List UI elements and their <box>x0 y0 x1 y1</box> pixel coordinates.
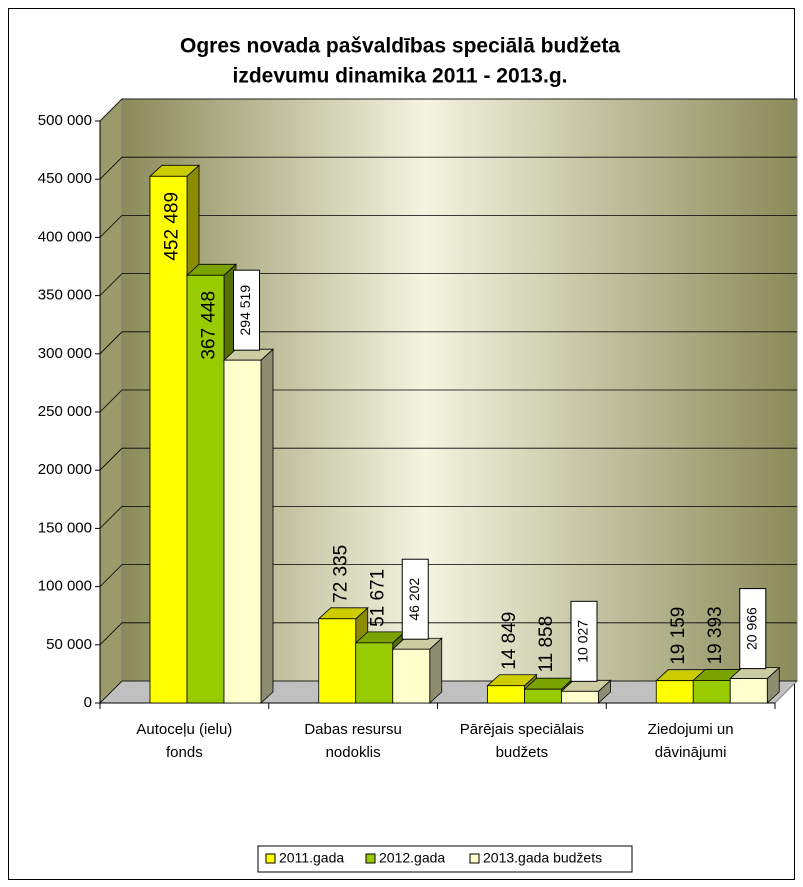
value-label: 46 202 <box>406 578 422 621</box>
y-tick-label: 450 000 <box>38 170 92 187</box>
bar <box>729 678 768 704</box>
x-tick-label: nodoklis <box>326 744 381 761</box>
bar <box>487 685 525 704</box>
bar <box>392 648 431 704</box>
x-tick-label: budžets <box>496 744 549 761</box>
value-label: 51 671 <box>367 569 388 627</box>
x-tick-label: Ziedojumi un <box>648 721 734 738</box>
y-tick-label: 150 000 <box>38 519 92 536</box>
legend-swatch <box>469 853 480 864</box>
legend-label: 2012.gada <box>379 850 445 866</box>
value-label: 10 027 <box>575 620 591 663</box>
value-label-box <box>739 588 767 670</box>
value-label: 294 519 <box>237 285 253 336</box>
bar <box>692 680 731 704</box>
bar <box>524 688 562 704</box>
legend-swatch <box>365 853 376 864</box>
bar <box>318 618 357 704</box>
grid-line <box>99 447 797 471</box>
x-tick-label: Autoceļu (ielu) <box>136 721 232 738</box>
grid-line <box>99 564 797 587</box>
bar <box>223 359 262 704</box>
y-tick-label: 100 000 <box>38 578 92 595</box>
legend-label: 2011.gada <box>279 850 344 866</box>
value-label: 19 393 <box>705 606 726 664</box>
bar <box>655 680 694 704</box>
grid-line <box>99 98 797 122</box>
legend-swatch <box>265 853 276 864</box>
bar <box>355 642 394 704</box>
y-tick-label: 250 000 <box>38 403 92 420</box>
grid-line <box>99 214 797 238</box>
value-label-box <box>570 600 598 682</box>
legend-label: 2013.gada budžets <box>483 850 602 866</box>
chart-title: izdevumu dinamika 2011 - 2013.g. <box>233 65 568 88</box>
x-tick-label: fonds <box>166 744 203 761</box>
legend <box>257 845 633 873</box>
chart-title: Ogres novada pašvaldības speciālā budžet… <box>180 35 620 58</box>
bar <box>561 690 599 704</box>
y-tick-label: 50 000 <box>46 636 92 653</box>
bar-side <box>260 348 274 704</box>
y-tick-label: 400 000 <box>38 228 92 245</box>
value-label: 19 159 <box>668 607 689 665</box>
y-tick-label: 500 000 <box>38 112 92 129</box>
grid-line <box>99 331 797 355</box>
y-tick-label: 300 000 <box>38 345 92 362</box>
grid-line <box>99 156 797 180</box>
value-label-box <box>401 558 429 640</box>
x-tick-label: Dabas resursu <box>304 721 402 738</box>
y-tick-label: 0 <box>84 694 92 711</box>
x-tick-label: dāvinājumi <box>655 744 727 761</box>
y-tick-label: 350 000 <box>38 287 92 304</box>
value-label: 14 849 <box>499 612 520 670</box>
bar <box>186 274 225 704</box>
value-label: 72 335 <box>330 545 351 603</box>
grid-line <box>99 505 797 529</box>
bar <box>149 175 188 704</box>
grid-line <box>99 273 797 296</box>
value-label: 11 858 <box>536 616 557 673</box>
grid-line <box>99 389 797 413</box>
y-tick-label: 200 000 <box>38 461 92 478</box>
value-label: 20 966 <box>743 607 759 650</box>
value-label: 367 448 <box>199 291 220 360</box>
x-tick-label: Pārējais speciālais <box>460 721 584 738</box>
value-label: 452 489 <box>162 192 183 261</box>
value-label-box <box>233 269 260 351</box>
